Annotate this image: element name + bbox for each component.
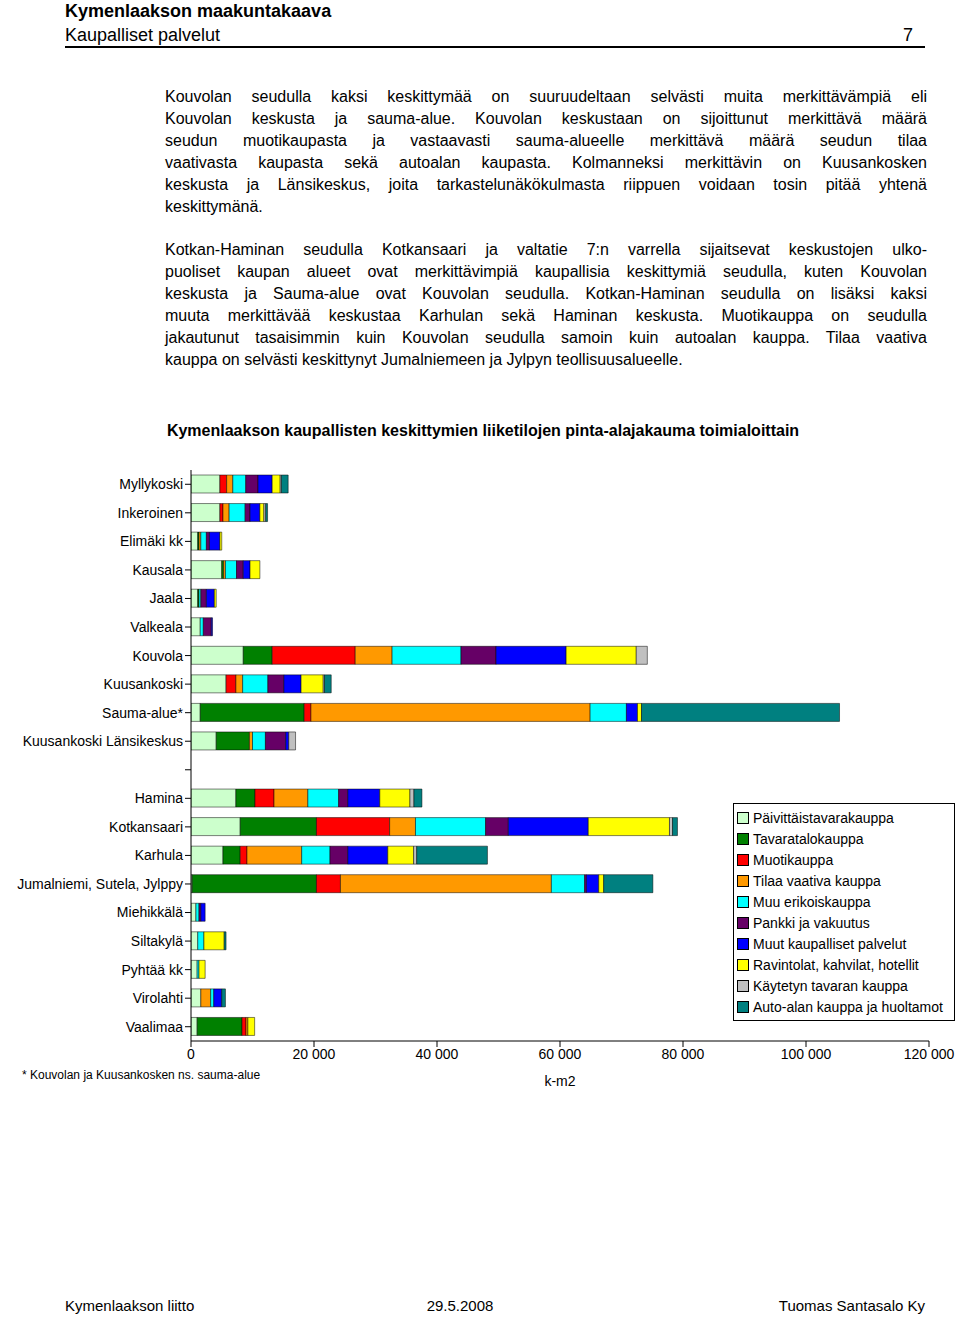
- svg-text:20 000: 20 000: [293, 1046, 336, 1062]
- html-text:Auto-alan kauppa ja huoltamot: Auto-alan kauppa ja huoltamot: [753, 998, 943, 1015]
- svg-text:0: 0: [187, 1046, 195, 1062]
- html-text:29.5.2008: 29.5.2008: [426, 1297, 494, 1314]
- html-text:Kymenlaakson maakuntakaava: Kymenlaakson maakuntakaava: [65, 1, 332, 21]
- html-text:keskusta ja Länsikeskus, joita: keskusta ja Länsikeskus, joita tarkastel…: [165, 176, 927, 193]
- svg-text:100 000: 100 000: [781, 1046, 832, 1062]
- html-text:Ravintolat, kahvilat, hotellit: Ravintolat, kahvilat, hotellit: [753, 956, 919, 973]
- html-text:Pankki ja vakuutus: Pankki ja vakuutus: [753, 914, 870, 931]
- html-text:Tilaa vaativa kauppa: Tilaa vaativa kauppa: [753, 872, 881, 889]
- html-text:Tavaratalokauppa: Tavaratalokauppa: [753, 830, 864, 847]
- svg-text:Sauma-alue*: Sauma-alue*: [102, 705, 183, 721]
- svg-text:k-m2: k-m2: [544, 1073, 575, 1086]
- svg-text:Elimäki kk: Elimäki kk: [120, 533, 184, 549]
- svg-text:Inkeroinen: Inkeroinen: [118, 505, 183, 521]
- html-text:7: 7: [903, 25, 913, 45]
- svg-text:Myllykoski: Myllykoski: [119, 476, 183, 492]
- html-text:Kouvolan keskusta ja sauma-alu: Kouvolan keskusta ja sauma-alue. Kouvola…: [165, 110, 927, 127]
- svg-text:Vaalimaa: Vaalimaa: [126, 1019, 184, 1035]
- html-text:muuta merkittävää keskustaa Ka: muuta merkittävää keskustaa Karhulan sek…: [165, 307, 927, 324]
- html-text:Käytetyn tavaran kauppa: Käytetyn tavaran kauppa: [753, 977, 908, 994]
- html-text:* Kouvolan ja Kuusankosken ns.: * Kouvolan ja Kuusankosken ns. sauma-alu…: [22, 1068, 261, 1082]
- html-text:Muotikauppa: Muotikauppa: [753, 851, 834, 868]
- svg-text:Hamina: Hamina: [135, 790, 183, 806]
- svg-text:Kotkansaari: Kotkansaari: [109, 819, 183, 835]
- svg-text:Jaala: Jaala: [150, 590, 184, 606]
- svg-text:Jumalniemi, Sutela, Jylppy: Jumalniemi, Sutela, Jylppy: [17, 876, 183, 892]
- html-text:Kaupalliset palvelut: Kaupalliset palvelut: [65, 25, 221, 45]
- svg-text:Kuusankoski: Kuusankoski: [104, 676, 183, 692]
- html-text:Tuomas Santasalo Ky: Tuomas Santasalo Ky: [778, 1297, 925, 1314]
- html-text:Muut kaupalliset palvelut: Muut kaupalliset palvelut: [753, 935, 907, 952]
- svg-text:Miehikkälä: Miehikkälä: [117, 904, 183, 920]
- svg-text:Karhula: Karhula: [135, 847, 183, 863]
- html-text:Muu erikoiskauppa: Muu erikoiskauppa: [753, 893, 871, 910]
- svg-text:80 000: 80 000: [662, 1046, 705, 1062]
- html-text:Kymenlaakson kaupallisten kesk: Kymenlaakson kaupallisten keskittymien l…: [166, 422, 800, 439]
- html-text:Kymenlaakson liitto: Kymenlaakson liitto: [65, 1297, 195, 1314]
- svg-text:120 000: 120 000: [904, 1046, 952, 1062]
- html-text:vaativasta kaupasta sekä autoa: vaativasta kaupasta sekä autoalan kaupas…: [165, 154, 927, 171]
- html-text:keskittymänä.: keskittymänä.: [165, 198, 263, 215]
- svg-text:40 000: 40 000: [416, 1046, 459, 1062]
- html-text:seudun muotikaupasta ja vastaa: seudun muotikaupasta ja vastaavasti saum…: [165, 132, 927, 149]
- html-text:Kouvolan seudulla kaksi keskit: Kouvolan seudulla kaksi keskittymää on s…: [165, 88, 927, 105]
- svg-text:Valkeala: Valkeala: [130, 619, 183, 635]
- html-text:keskusta ja Sauma-alue ovat Ko: keskusta ja Sauma-alue ovat Kouvolan seu…: [165, 285, 927, 302]
- svg-text:Pyhtää kk: Pyhtää kk: [122, 962, 184, 978]
- html-text:Päivittäistavarakauppa: Päivittäistavarakauppa: [753, 809, 894, 826]
- svg-text:Virolahti: Virolahti: [133, 990, 183, 1006]
- svg-text:Siltakylä: Siltakylä: [131, 933, 183, 949]
- svg-text:Kouvola: Kouvola: [132, 648, 183, 664]
- svg-text:Kuusankoski Länsikeskus: Kuusankoski Länsikeskus: [23, 733, 183, 749]
- html-text:Kotkan-Haminan seudulla Kotkan: Kotkan-Haminan seudulla Kotkansaari ja v…: [165, 241, 927, 258]
- svg-text:Kausala: Kausala: [132, 562, 183, 578]
- html-text:puoliset kaupan alueet ovat me: puoliset kaupan alueet ovat merkittävimp…: [165, 263, 927, 280]
- html-text:jakautunut tasaisimmin kuin Ko: jakautunut tasaisimmin kuin Kouvolan seu…: [165, 329, 927, 346]
- svg-text:60 000: 60 000: [539, 1046, 582, 1062]
- html-text:kauppa on selvästi keskittynyt: kauppa on selvästi keskittynyt Jumalniem…: [165, 351, 683, 368]
